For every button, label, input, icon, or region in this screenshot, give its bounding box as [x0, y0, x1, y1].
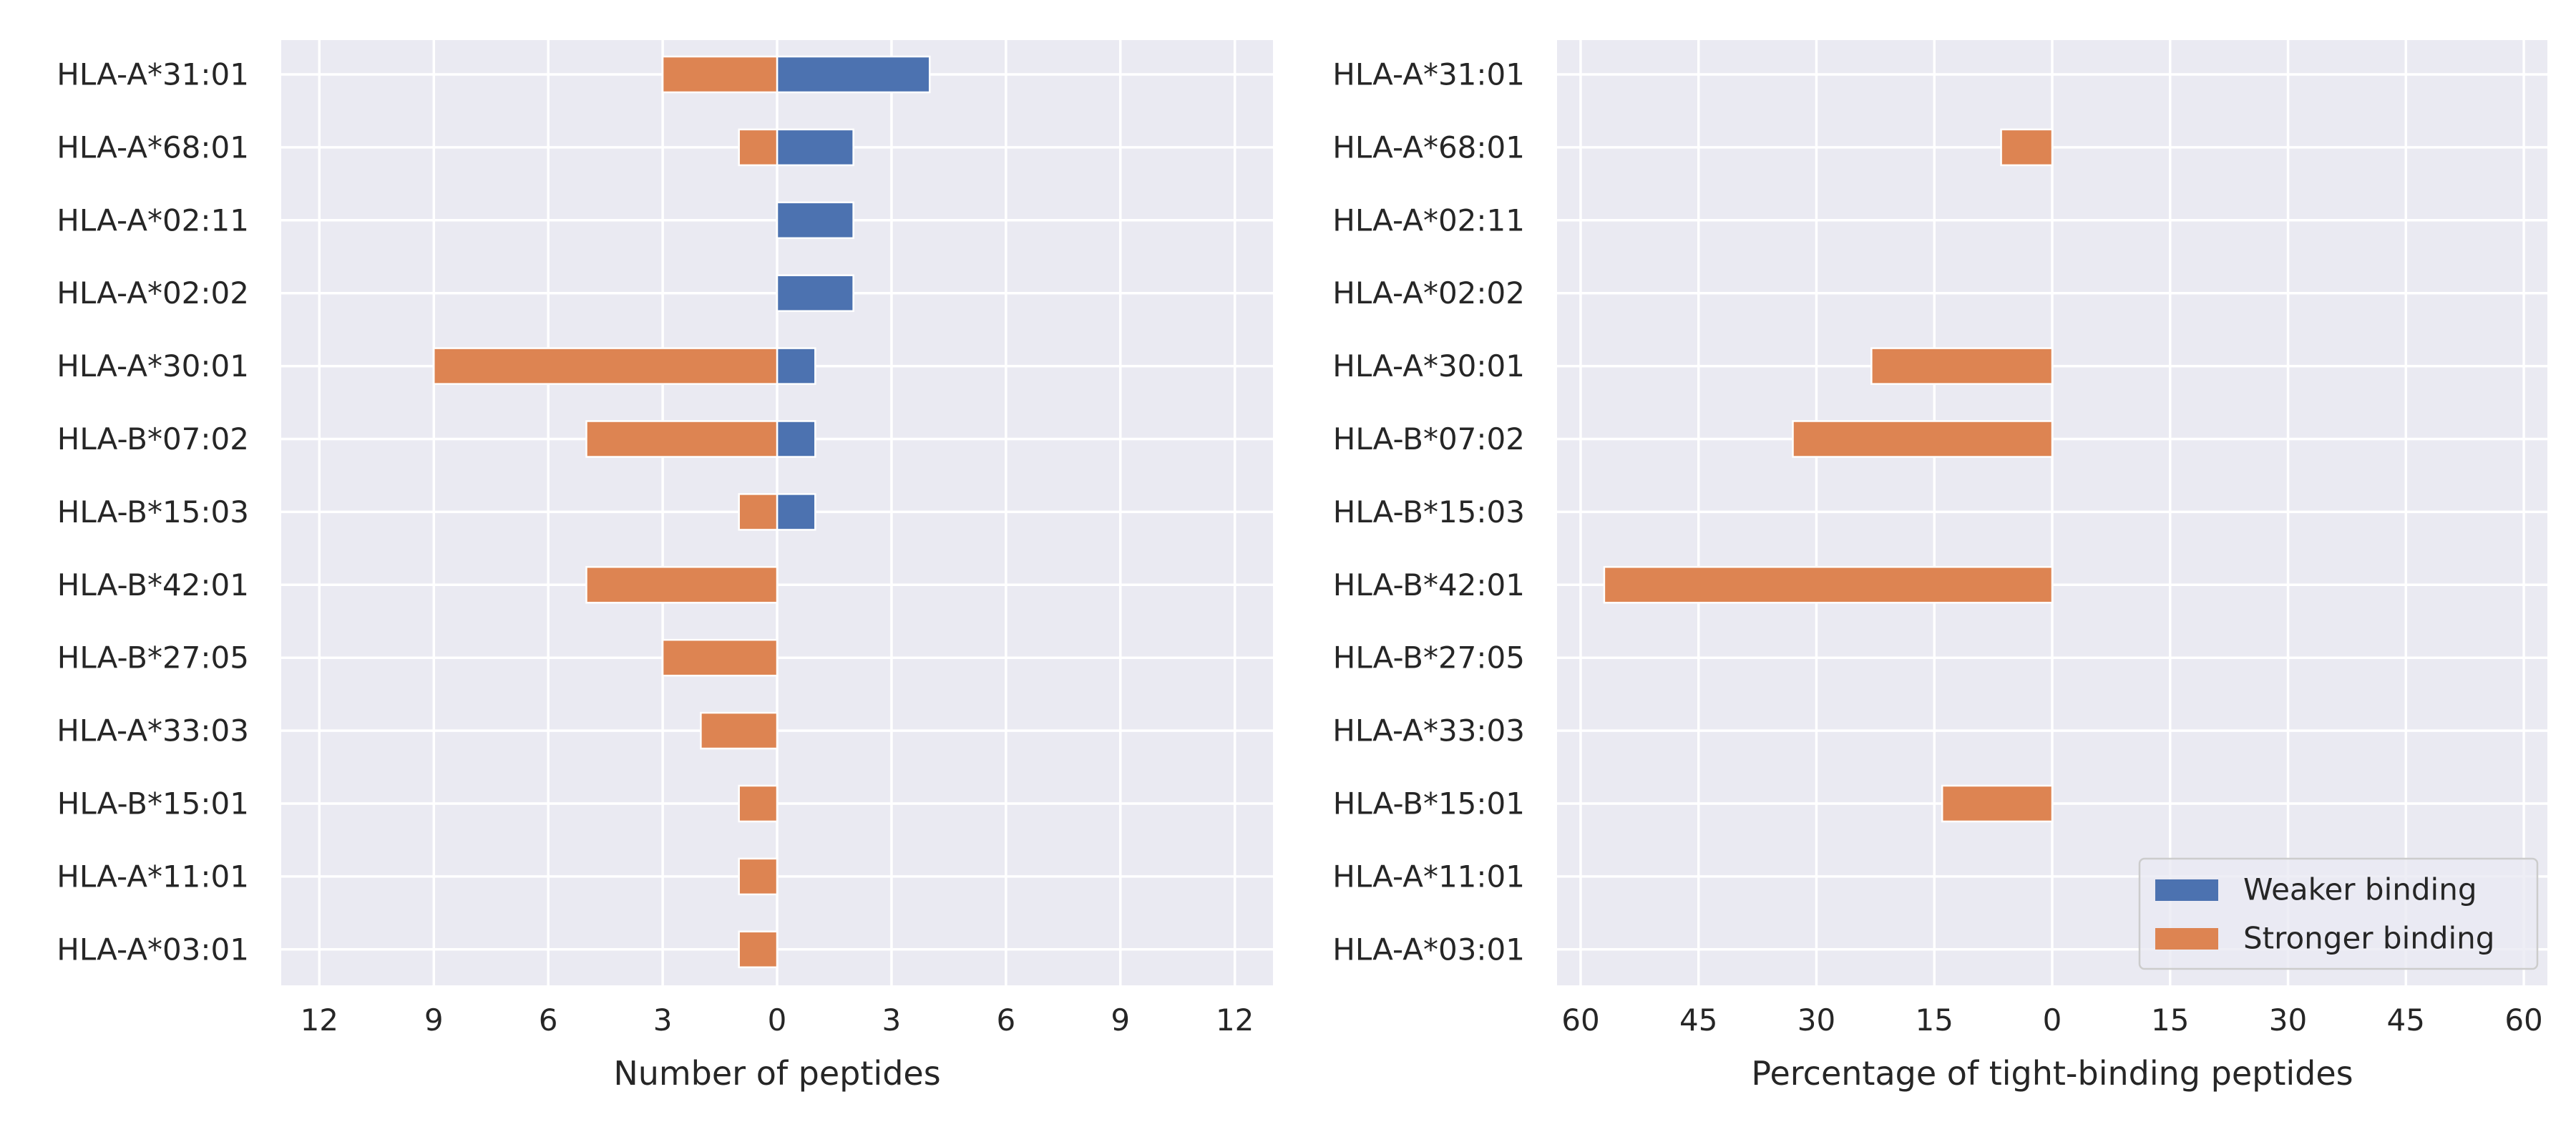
- y-tick-label: HLA-A*68:01: [1332, 130, 1525, 165]
- y-tick-label: HLA-A*02:02: [1332, 275, 1525, 311]
- y-tick-label: HLA-B*15:01: [1333, 786, 1525, 821]
- y-tick-label: HLA-A*02:02: [57, 275, 249, 311]
- y-tick-label: HLA-A*02:11: [1332, 203, 1525, 238]
- y-tick-label: HLA-A*03:01: [57, 932, 249, 967]
- y-tick-label: HLA-A*68:01: [57, 130, 249, 165]
- x-tick-label: 60: [2504, 1002, 2542, 1038]
- bar-stronger-binding-hla-b-15-01: [738, 784, 779, 823]
- legend: Weaker binding Stronger binding: [2138, 857, 2539, 970]
- x-tick-label: 9: [424, 1002, 444, 1038]
- y-tick-label: HLA-A*03:01: [1332, 932, 1525, 967]
- y-tick-label: HLA-A*33:03: [1332, 713, 1525, 748]
- x-tick-label: 9: [1111, 1002, 1130, 1038]
- bar-stronger-binding-hla-a-68-01: [2000, 128, 2054, 167]
- bar-weaker-binding-hla-b-07-02: [776, 420, 816, 458]
- y-tick-label: HLA-A*31:01: [1332, 57, 1525, 92]
- bar-stronger-binding-hla-b-42-01: [585, 566, 779, 604]
- x-tick-label: 3: [653, 1002, 673, 1038]
- x-tick-label: 15: [1916, 1002, 1953, 1038]
- legend-swatch-stronger-binding: [2155, 928, 2218, 950]
- x-tick-label: 12: [1216, 1002, 1254, 1038]
- y-tick-label: HLA-A*31:01: [57, 57, 249, 92]
- y-tick-label: HLA-B*42:01: [1333, 567, 1525, 602]
- y-tick-label: HLA-B*15:01: [57, 786, 249, 821]
- x-tick-label: 6: [996, 1002, 1015, 1038]
- bar-stronger-binding-hla-a-33-03: [700, 711, 779, 750]
- bar-stronger-binding-hla-b-07-02: [1792, 420, 2054, 458]
- bar-weaker-binding-hla-a-68-01: [776, 128, 854, 167]
- y-tick-label: HLA-A*11:01: [1332, 859, 1525, 894]
- x-tick-label: 0: [2043, 1002, 2062, 1038]
- bar-weaker-binding-hla-a-02-11: [776, 201, 854, 240]
- bar-stronger-binding-hla-a-30-01: [432, 347, 779, 385]
- y-tick-label: HLA-B*07:02: [57, 421, 249, 457]
- x-axis-label: Number of peptides: [613, 1054, 940, 1093]
- legend-swatch-weaker-binding: [2155, 879, 2218, 901]
- bar-stronger-binding-hla-a-30-01: [1870, 347, 2054, 385]
- bar-stronger-binding-hla-b-42-01: [1603, 566, 2054, 604]
- legend-label-stronger-binding: Stronger binding: [2243, 921, 2494, 956]
- y-tick-label: HLA-B*27:05: [1333, 640, 1525, 675]
- y-tick-label: HLA-A*02:11: [57, 203, 249, 238]
- y-tick-label: HLA-B*42:01: [57, 567, 249, 602]
- x-tick-label: 30: [2269, 1002, 2307, 1038]
- bar-stronger-binding-hla-b-15-01: [1941, 784, 2054, 823]
- y-tick-label: HLA-B*27:05: [57, 640, 249, 675]
- x-axis-label: Percentage of tight-binding peptides: [1751, 1054, 2353, 1093]
- x-tick-label: 45: [1679, 1002, 1717, 1038]
- y-tick-label: HLA-A*30:01: [57, 348, 249, 384]
- y-tick-label: HLA-A*33:03: [57, 713, 249, 748]
- y-tick-label: HLA-B*15:03: [57, 494, 249, 530]
- bar-stronger-binding-hla-a-03-01: [738, 930, 779, 969]
- y-tick-label: HLA-A*30:01: [1332, 348, 1525, 384]
- bar-weaker-binding-hla-a-02-02: [776, 274, 854, 312]
- x-tick-label: 15: [2151, 1002, 2189, 1038]
- bar-stronger-binding-hla-b-07-02: [585, 420, 779, 458]
- y-tick-label: HLA-B*07:02: [1333, 421, 1525, 457]
- bar-stronger-binding-hla-a-68-01: [738, 128, 779, 167]
- x-tick-label: 3: [882, 1002, 902, 1038]
- bar-weaker-binding-hla-a-30-01: [776, 347, 816, 385]
- legend-label-weaker-binding: Weaker binding: [2243, 872, 2477, 907]
- bar-stronger-binding-hla-a-31-01: [661, 55, 779, 94]
- left-panel-number-of-peptides: HLA-A*31:01 HLA-A*68:01 HLA-A*02:11 HLA-A*0…: [57, 40, 1273, 1093]
- bar-stronger-binding-hla-b-15-03: [738, 493, 779, 531]
- x-tick-label: 0: [768, 1002, 787, 1038]
- x-tick-label: 60: [1561, 1002, 1599, 1038]
- bar-stronger-binding-hla-a-11-01: [738, 857, 779, 896]
- x-tick-label: 45: [2387, 1002, 2425, 1038]
- bar-weaker-binding-hla-a-31-01: [776, 55, 931, 94]
- x-tick-label: 6: [539, 1002, 558, 1038]
- bar-stronger-binding-hla-b-27-05: [661, 638, 779, 677]
- right-panel-percentage-tight-binding: HLA-A*31:01 HLA-A*68:01 HLA-A*02:11 HLA-A*0…: [1332, 40, 2547, 1093]
- y-tick-label: HLA-B*15:03: [1333, 494, 1525, 530]
- y-tick-label: HLA-A*11:01: [57, 859, 249, 894]
- legend-box: [2138, 857, 2539, 970]
- x-tick-label: 30: [1797, 1002, 1835, 1038]
- bar-weaker-binding-hla-b-15-03: [776, 493, 816, 531]
- x-tick-label: 12: [301, 1002, 338, 1038]
